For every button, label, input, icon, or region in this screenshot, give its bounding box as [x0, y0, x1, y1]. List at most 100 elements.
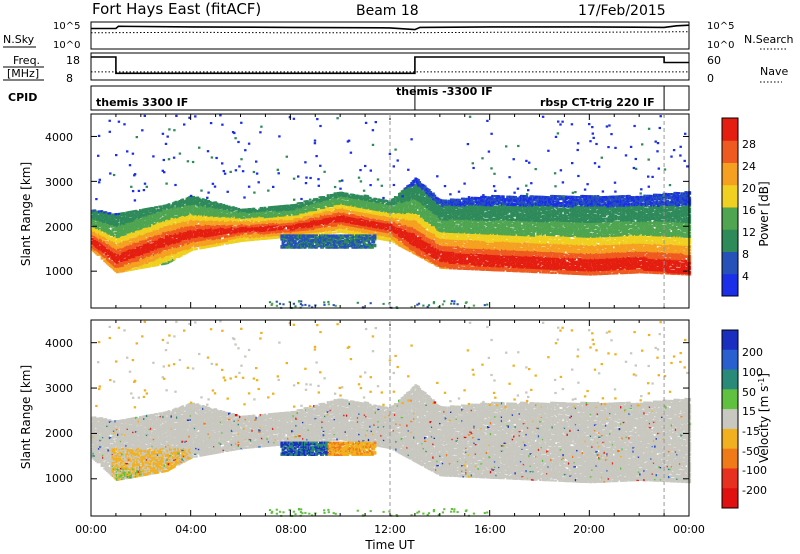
power-cell: [173, 239, 176, 242]
power-cell: [122, 233, 126, 236]
power-cell: [92, 220, 95, 223]
power-cell: [178, 208, 182, 211]
power-cell: [99, 235, 102, 239]
power-cell: [91, 243, 94, 246]
power-cell: [156, 209, 160, 213]
power-cell: [126, 259, 130, 262]
power-cell: [133, 246, 137, 249]
power-cell: [92, 219, 95, 222]
power-cell: [107, 235, 110, 238]
power-cell: [132, 254, 135, 257]
power-cell: [123, 226, 127, 229]
power-cell: [174, 223, 178, 226]
power-cell: [140, 242, 143, 245]
power-cell: [91, 229, 94, 233]
power-cell: [165, 223, 168, 226]
power-cell: [122, 213, 126, 216]
power-cell: [163, 253, 167, 256]
power-cell: [144, 247, 147, 250]
power-cell: [144, 216, 147, 219]
power-cell: [178, 235, 182, 238]
power-cell: [160, 237, 164, 240]
power-cell: [149, 255, 153, 258]
power-cell: [128, 235, 131, 238]
power-cell: [118, 237, 121, 240]
power-cell: [178, 205, 182, 208]
power-cell: [106, 246, 109, 249]
power-cell: [96, 242, 100, 246]
power-cell: [108, 240, 112, 243]
power-cell: [122, 249, 126, 252]
power-cell: [178, 222, 182, 226]
power-cell: [107, 232, 110, 235]
power-cell: [137, 224, 141, 227]
power-cell: [104, 254, 108, 257]
power-cell: [173, 212, 176, 215]
power-cell: [145, 252, 149, 255]
power-cell: [149, 209, 153, 212]
power-cell: [132, 223, 135, 226]
power-cell: [169, 245, 172, 248]
power-cell: [178, 213, 182, 216]
power-cell: [177, 203, 180, 206]
freq-panel: Freq. [MHz] 18 8 60 0 Nave: [3, 52, 788, 85]
power-cell: [151, 264, 154, 267]
power-cell: [103, 214, 106, 217]
power-cell: [107, 223, 110, 226]
power-cell: [112, 220, 116, 223]
power-cell: [133, 257, 137, 260]
power-cell: [106, 256, 109, 260]
power-cell: [99, 233, 102, 236]
freq-tick-bottom: 8: [66, 72, 73, 85]
power-cell: [99, 223, 102, 226]
power-cell: [123, 259, 127, 262]
power-cell: [191, 247, 194, 250]
power-cell: [128, 220, 131, 223]
power-cell: [160, 240, 164, 243]
power-cell: [178, 239, 182, 242]
power-cell: [154, 241, 157, 244]
power-cell: [122, 252, 126, 255]
power-cell: [137, 214, 141, 217]
power-cell: [160, 238, 164, 241]
power-cell: [159, 251, 163, 254]
power-cell: [144, 229, 147, 232]
power-cell: [114, 244, 117, 247]
power-cell: [132, 237, 135, 240]
power-cell: [144, 263, 147, 266]
power-cell: [167, 255, 171, 258]
power-cell: [141, 259, 145, 262]
power-cell: [170, 242, 174, 245]
power-cell: [154, 261, 157, 264]
power-cell: [95, 244, 98, 247]
power-cell: [160, 217, 164, 220]
power-cell: [104, 236, 108, 239]
power-cell: [174, 225, 178, 228]
power-cell: [118, 246, 121, 249]
power-cell: [130, 256, 134, 259]
power-cell: [123, 249, 127, 252]
power-cell: [133, 243, 137, 246]
power-cell: [128, 265, 131, 268]
power-cell: [163, 247, 167, 250]
power-cell: [117, 248, 120, 251]
power-cell: [95, 230, 98, 234]
power-cell: [122, 225, 126, 228]
power-cell: [326, 194, 330, 197]
power-cell: [130, 220, 134, 223]
power-cell: [121, 246, 124, 249]
power-cell: [147, 233, 150, 236]
power-cell: [167, 218, 171, 221]
power-cell: [141, 211, 145, 214]
power-cell: [178, 253, 182, 256]
power-cell: [155, 238, 158, 241]
power-cell: [170, 220, 174, 223]
power-cell: [155, 257, 158, 260]
power-cell: [151, 217, 154, 220]
power-cell: [112, 268, 116, 271]
power-cell: [159, 259, 163, 262]
power-cell: [170, 239, 174, 242]
power-cell: [132, 218, 135, 221]
power-cell: [141, 216, 145, 219]
power-cell: [178, 252, 182, 255]
